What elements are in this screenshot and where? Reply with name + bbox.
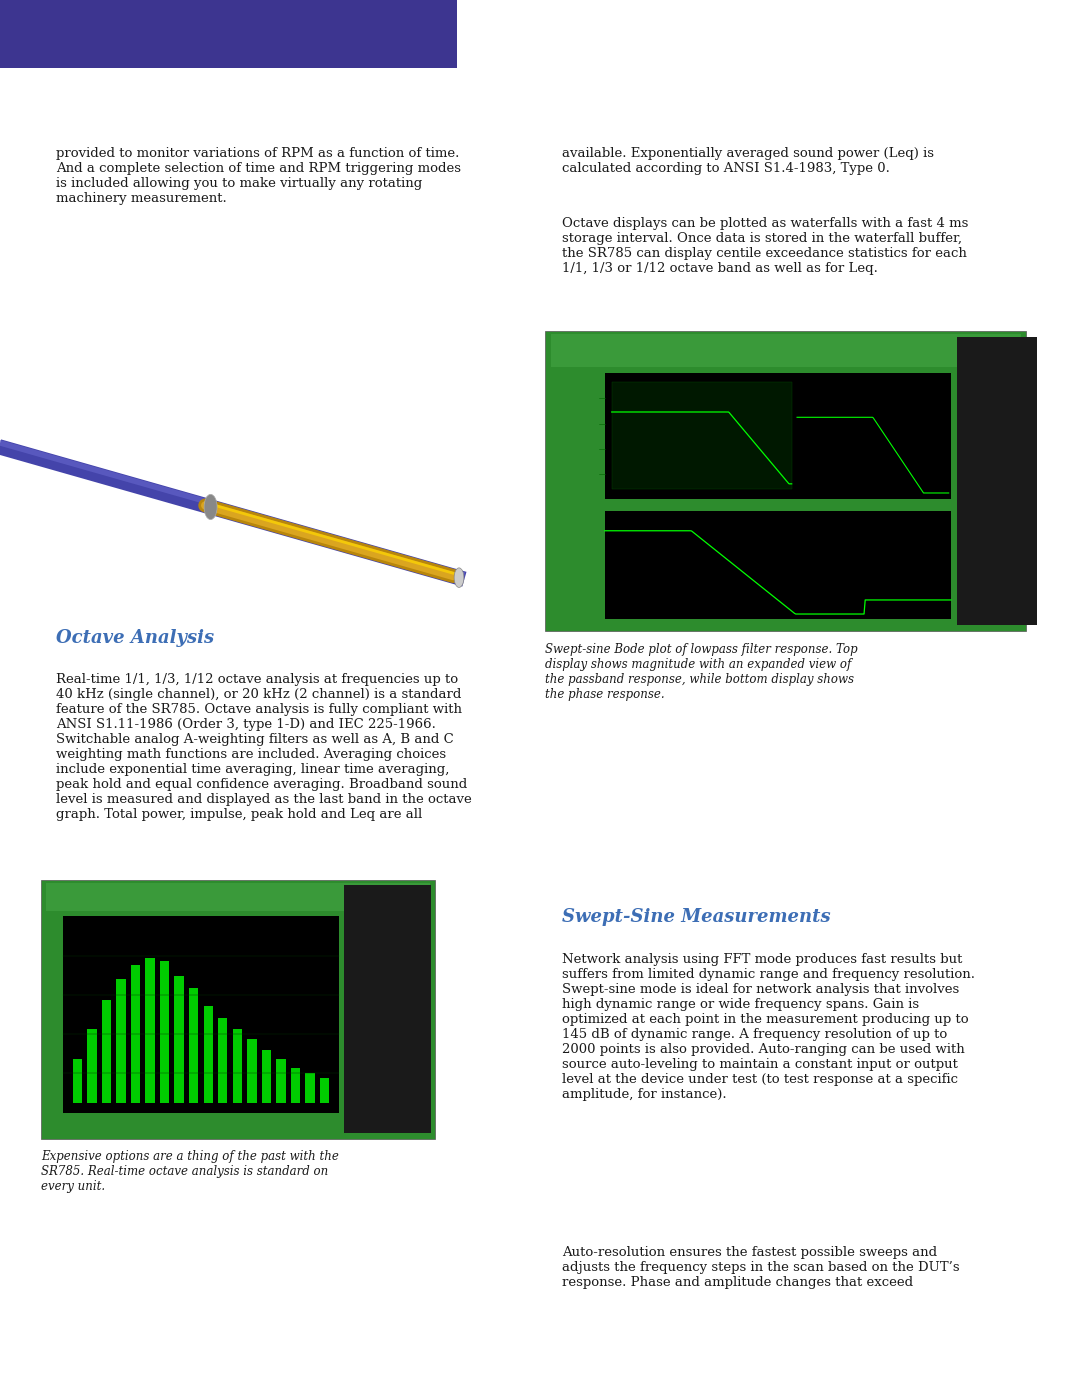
Bar (320, 1078, 329, 1102)
Bar (218, 1018, 228, 1102)
Bar (276, 1059, 285, 1102)
Bar (605, 511, 950, 619)
Bar (87, 1028, 97, 1102)
Bar (551, 334, 1021, 367)
Bar (72, 1059, 82, 1102)
Bar (232, 1028, 242, 1102)
Ellipse shape (204, 495, 217, 520)
Bar (160, 961, 170, 1102)
Bar (203, 1006, 213, 1102)
Bar (605, 373, 950, 499)
Text: provided to monitor variations of RPM as a function of time.
And a complete sele: provided to monitor variations of RPM as… (56, 147, 461, 205)
Bar (545, 331, 1026, 631)
Bar (189, 988, 199, 1102)
Ellipse shape (454, 567, 464, 587)
Bar (146, 958, 154, 1102)
Text: Auto-resolution ensures the fastest possible sweeps and
adjusts the frequency st: Auto-resolution ensures the fastest poss… (562, 1246, 959, 1289)
Text: available. Exponentially averaged sound power (Leq) is
calculated according to A: available. Exponentially averaged sound … (562, 147, 933, 175)
Bar (46, 883, 430, 911)
Text: Swept-sine Bode plot of lowpass filter response. Top
display shows magnitude wit: Swept-sine Bode plot of lowpass filter r… (545, 643, 858, 701)
Bar (306, 1073, 314, 1102)
Bar (957, 337, 1037, 626)
Bar (343, 886, 431, 1133)
Bar (261, 1051, 271, 1102)
Bar (247, 1039, 257, 1102)
Text: Octave displays can be plotted as waterfalls with a fast 4 ms
storage interval. : Octave displays can be plotted as waterf… (562, 217, 968, 275)
Bar (611, 381, 792, 489)
Bar (102, 1000, 111, 1102)
Bar (291, 1067, 300, 1102)
Bar (0, 0, 457, 68)
Bar (41, 880, 435, 1139)
Bar (131, 965, 140, 1102)
Text: Expensive options are a thing of the past with the
SR785. Real-time octave analy: Expensive options are a thing of the pas… (41, 1150, 339, 1193)
Text: Network analysis using FFT mode produces fast results but
suffers from limited d: Network analysis using FFT mode produces… (562, 953, 974, 1101)
Bar (63, 916, 339, 1112)
Text: Swept-Sine Measurements: Swept-Sine Measurements (562, 908, 831, 926)
Text: Octave Analysis: Octave Analysis (56, 629, 214, 647)
Bar (175, 975, 184, 1102)
Text: Real-time 1/1, 1/3, 1/12 octave analysis at frequencies up to
40 kHz (single cha: Real-time 1/1, 1/3, 1/12 octave analysis… (56, 673, 472, 821)
Bar (117, 979, 125, 1102)
